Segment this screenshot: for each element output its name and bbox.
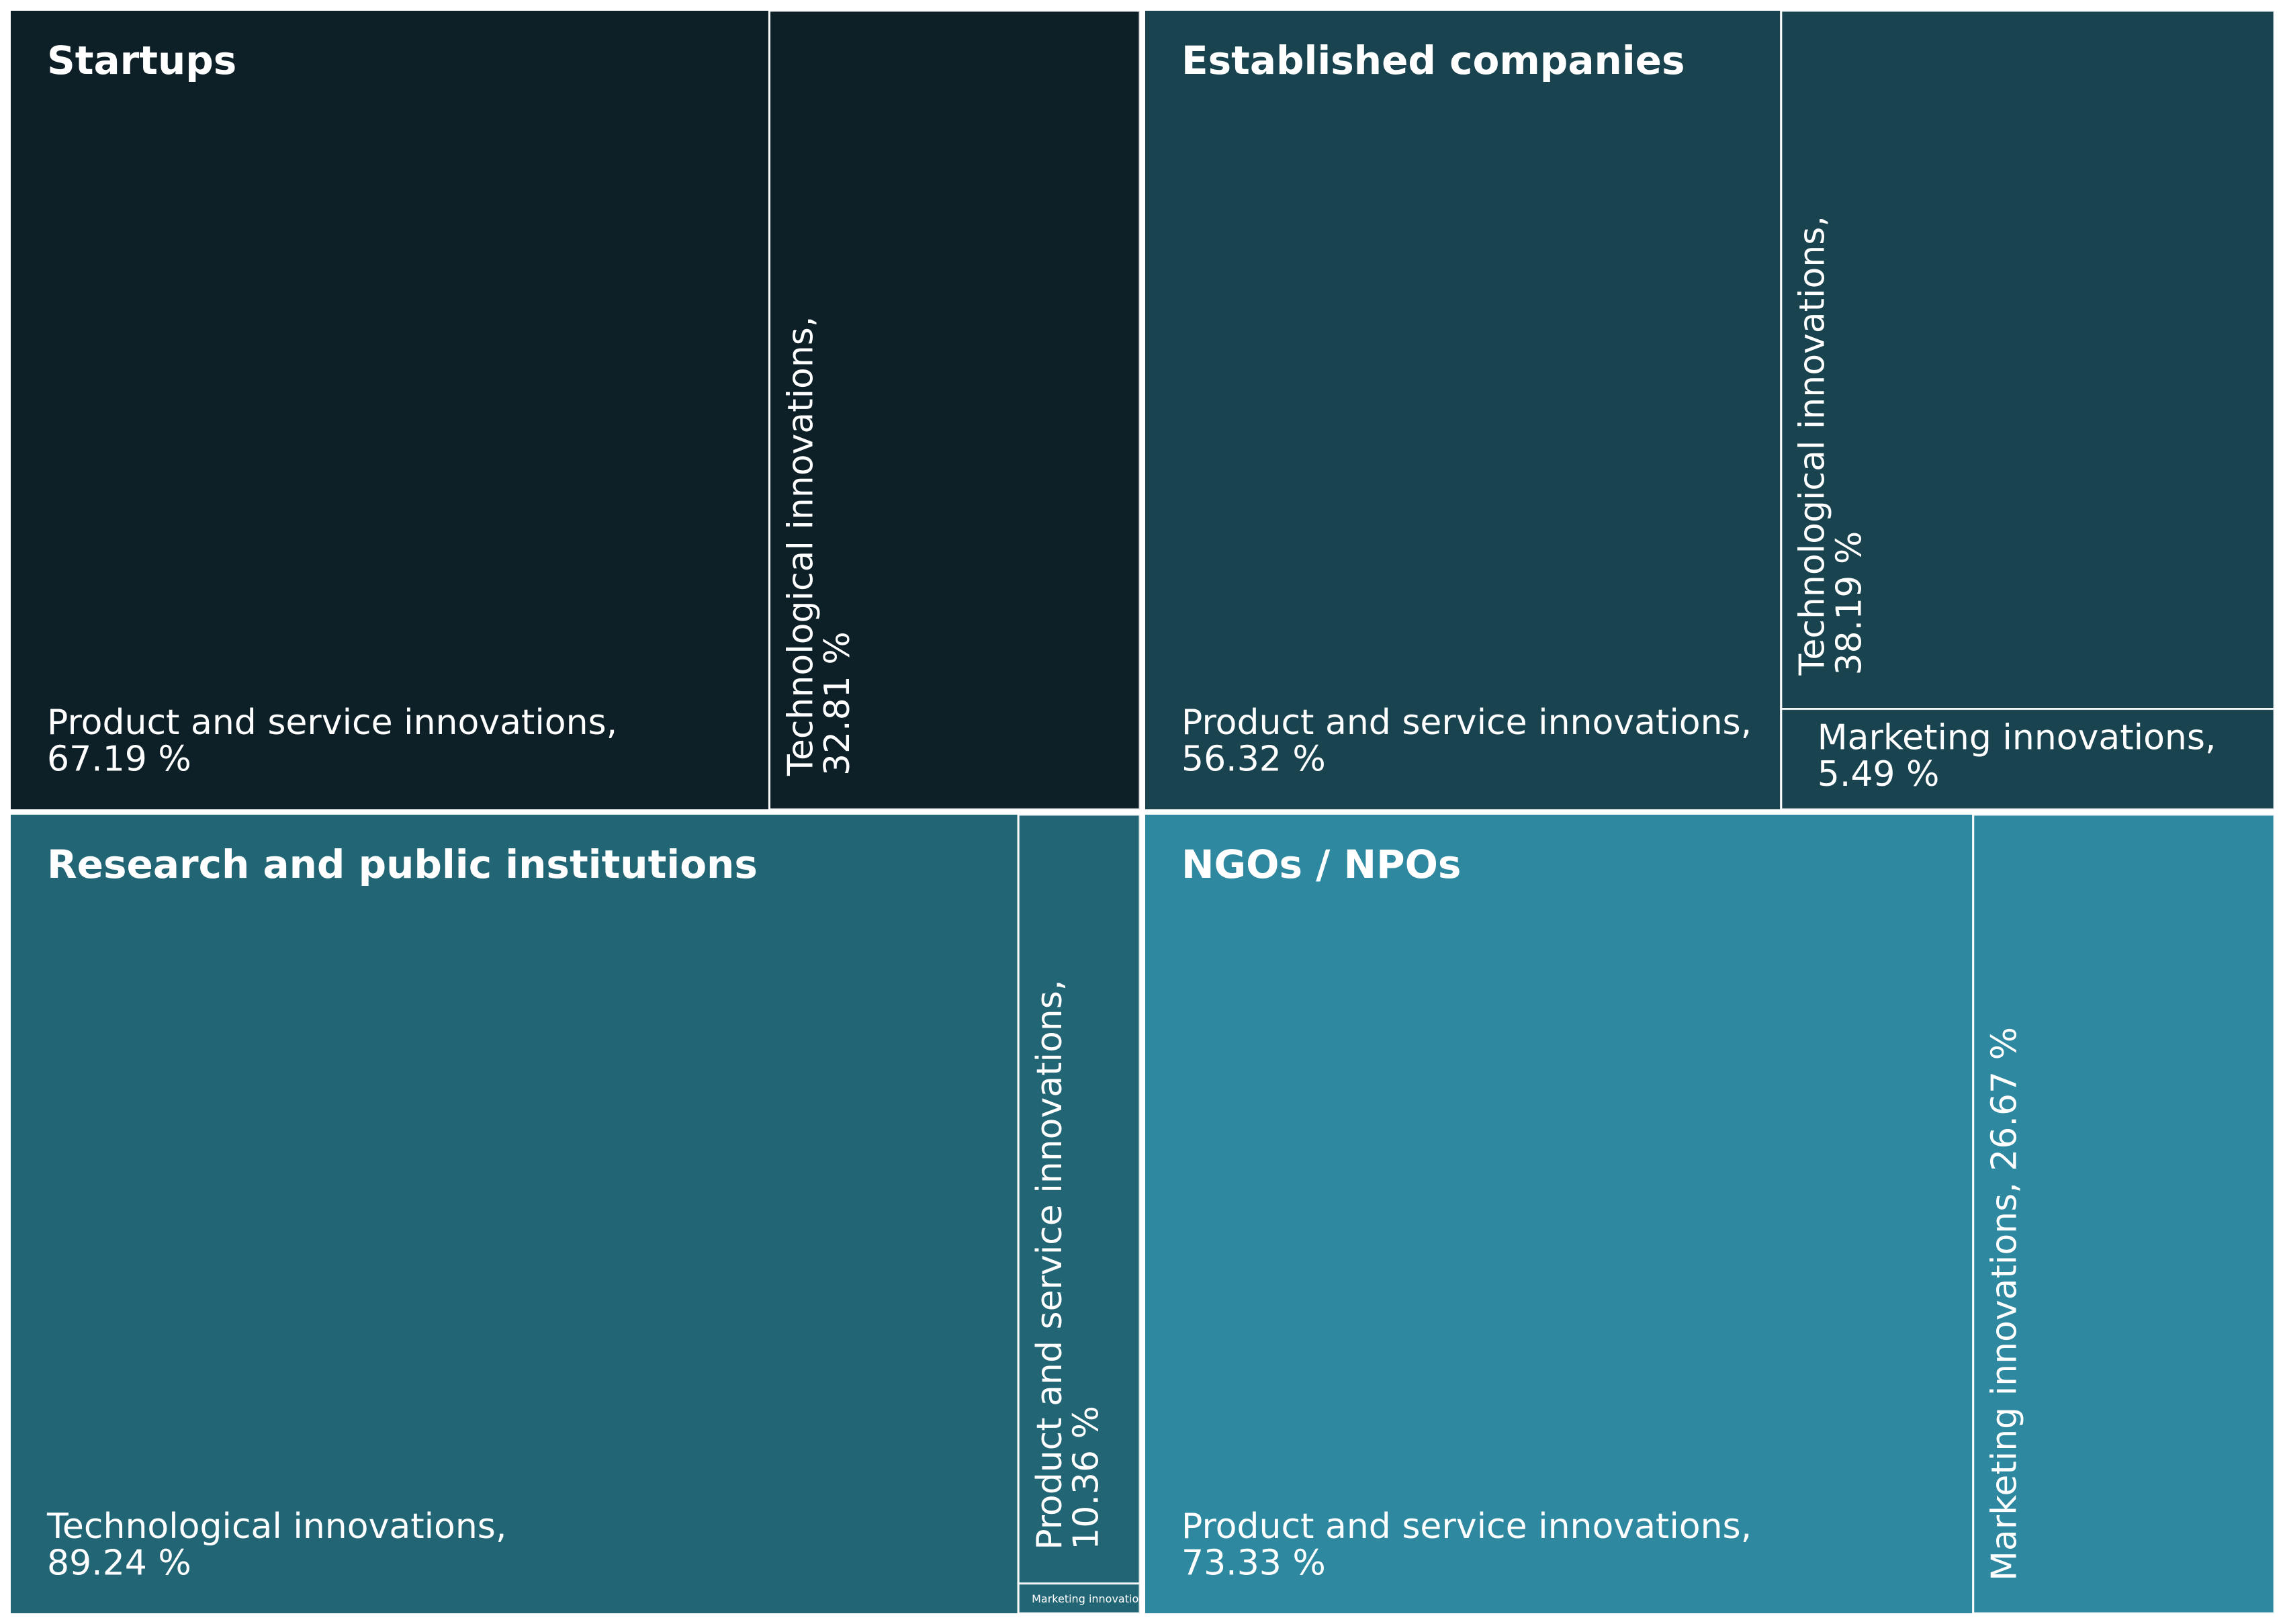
tile-product-and-service-innovations: [1017, 813, 1141, 1585]
tile-label: Marketing innovations, 5.49 %: [1818, 718, 2216, 795]
tile-label: Technological innovations, 89.24 %: [46, 1506, 506, 1584]
group-ngos-npos: Product and service innovations, 73.33 % M…: [1145, 813, 2276, 1615]
tile-marketing-innovations: [1780, 708, 2276, 811]
group-research-and-public-institutions: Technological innovations, 89.24 % Product…: [11, 813, 1189, 1615]
group-startups: Product and service innovations, 67.19 % T…: [11, 9, 1141, 811]
tile-product-and-service-innovations: [1145, 11, 1781, 809]
tile-label: Technological innovations,32.81 %: [780, 316, 858, 776]
group-title: Research and public institutions: [47, 842, 758, 887]
tile-label: Product and service innovations, 67.19 %: [47, 703, 617, 780]
tile-label: Product and service innovations, 73.33 %: [1181, 1506, 1752, 1584]
tile-label: Product and service innovations,10.36 %: [1030, 980, 1107, 1550]
tile-marketing-innovations: [1972, 813, 2276, 1615]
tile-label: Marketing innovations, 26.67 %: [1985, 1027, 2025, 1581]
tile-product-and-service-innovations: [11, 11, 770, 809]
tile-marketing-innovations: [1017, 1582, 1141, 1615]
group-title: NGOs / NPOs: [1181, 842, 1461, 887]
tile-technological-innovations: [1780, 9, 2276, 711]
group-title: Startups: [47, 38, 236, 83]
tile-product-and-service-innovations: [1145, 815, 1973, 1613]
tile-technological-innovations: [768, 9, 1141, 811]
tile-label: Product and service innovations, 56.32 %: [1181, 703, 1752, 780]
tile-label: Technological innovations,38.19 %: [1793, 216, 1870, 676]
group-title: Established companies: [1181, 38, 1685, 83]
group-established-companies: Product and service innovations, 56.32 % T…: [1145, 9, 2276, 811]
tile-technological-innovations: [11, 815, 1019, 1613]
